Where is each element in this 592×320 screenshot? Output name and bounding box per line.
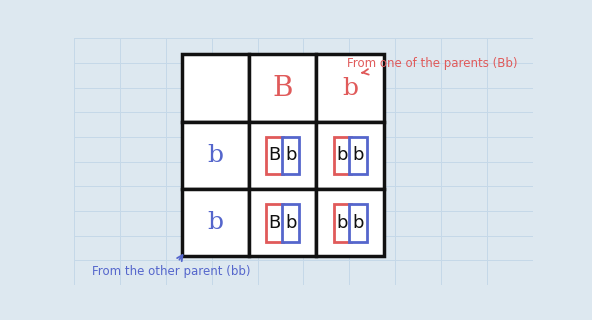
Bar [182,122,249,189]
Bar [333,204,350,242]
Text: b: b [352,147,363,164]
Text: b: b [352,214,363,232]
Text: From one of the parents (Bb): From one of the parents (Bb) [347,57,517,75]
Bar [316,54,384,122]
Bar [316,189,384,256]
Text: B: B [269,214,281,232]
Bar [249,54,316,122]
Bar [349,137,366,174]
Bar [266,204,284,242]
Text: b: b [336,214,348,232]
Bar [249,122,316,189]
Bar [316,122,384,189]
Text: b: b [342,76,358,100]
Text: b: b [285,147,297,164]
Bar [282,137,299,174]
Bar [282,204,299,242]
Text: From the other parent (bb): From the other parent (bb) [92,255,251,278]
Bar [333,137,350,174]
Bar [249,189,316,256]
Bar [266,137,284,174]
Text: b: b [207,144,223,167]
Text: B: B [269,147,281,164]
Text: b: b [285,214,297,232]
Text: B: B [272,75,293,101]
Bar [182,189,249,256]
Text: b: b [207,211,223,234]
Bar [182,54,249,122]
Bar [349,204,366,242]
Text: b: b [336,147,348,164]
